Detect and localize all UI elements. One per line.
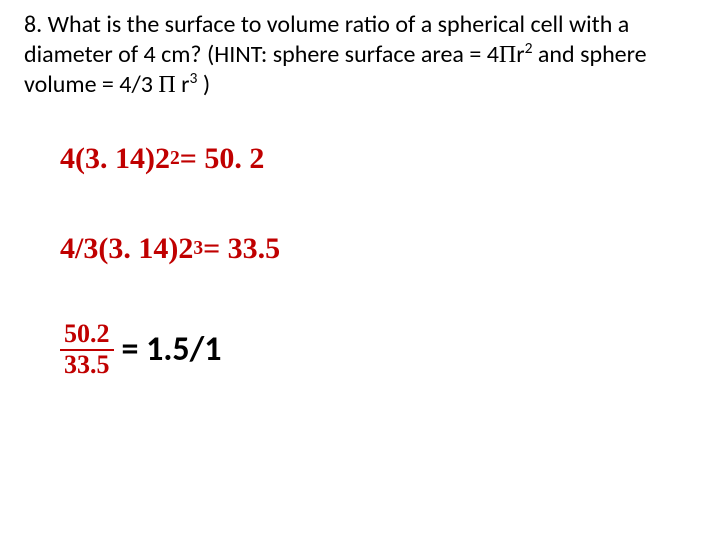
eq1-rhs: = 50. 2 xyxy=(180,142,265,176)
pi-symbol-2: Π xyxy=(158,72,175,98)
ratio-numerator: 50.2 xyxy=(60,320,114,349)
eq2-lhs: 4/3(3. 14)2 xyxy=(60,232,193,266)
eq2-rhs: = 33.5 xyxy=(203,232,280,266)
equation-surface-area: 4(3. 14)22 = 50. 2 xyxy=(60,142,264,176)
question-close: ) xyxy=(197,70,210,99)
question-exp2: 2 xyxy=(525,39,533,58)
ratio-fraction: 50.2 33.5 xyxy=(60,320,114,379)
pi-symbol-1: Π xyxy=(499,42,516,68)
equation-volume: 4/3(3. 14)23 = 33.5 xyxy=(60,232,280,266)
ratio-denominator: 33.5 xyxy=(60,351,114,380)
question-r1: r xyxy=(516,40,524,69)
question-r2: r xyxy=(181,70,189,99)
equation-ratio: 50.2 33.5 = 1.5/1 xyxy=(60,320,222,379)
question-text: 8. What is the surface to volume ratio o… xyxy=(24,10,690,100)
ratio-result: = 1.5/1 xyxy=(122,329,222,370)
eq1-lhs: 4(3. 14)2 xyxy=(60,142,170,176)
